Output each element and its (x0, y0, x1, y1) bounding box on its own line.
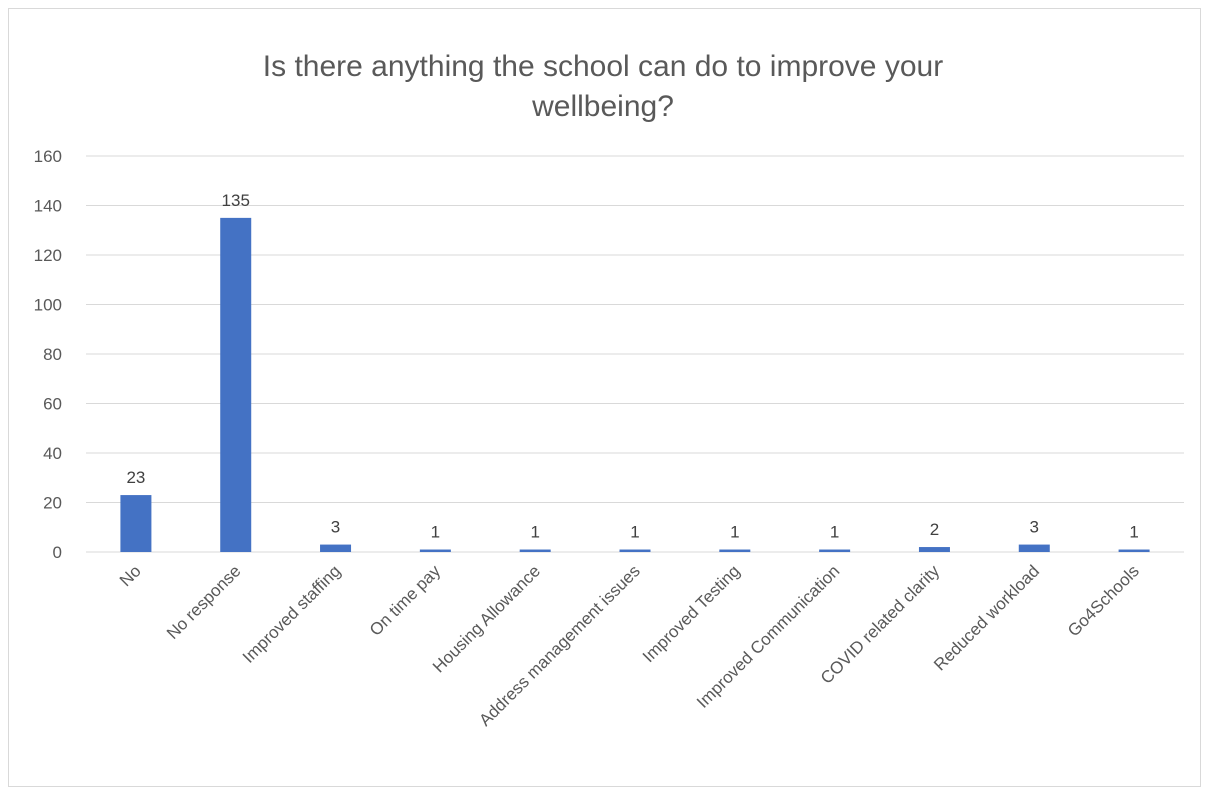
bar (719, 549, 751, 552)
bar (819, 549, 851, 552)
data-label: 1 (830, 523, 839, 542)
y-tick-label: 160 (34, 147, 62, 166)
bar (918, 547, 950, 552)
bar (320, 544, 352, 552)
bar (1018, 544, 1050, 552)
gridlines (86, 155, 1184, 553)
x-tick-label: Go4Schools (1064, 561, 1143, 640)
bar (1118, 549, 1150, 552)
data-label: 3 (331, 518, 340, 537)
x-tick-label: No (116, 561, 145, 590)
y-tick-label: 100 (34, 296, 62, 315)
data-label: 1 (530, 523, 539, 542)
data-label: 3 (1030, 518, 1039, 537)
data-label: 1 (431, 523, 440, 542)
chart-frame: Is there anything the school can do to i… (8, 8, 1201, 787)
y-tick-label: 0 (53, 543, 62, 562)
x-tick-label: On time pay (366, 561, 445, 640)
x-tick-label: Improved staffing (239, 561, 344, 666)
x-tick-label: No response (163, 561, 245, 643)
bar (120, 495, 152, 552)
data-label: 135 (222, 191, 250, 210)
x-tick-label: Reduced workload (930, 561, 1043, 674)
y-tick-label: 60 (43, 395, 62, 414)
chart-title-line-2: wellbeing? (531, 90, 674, 123)
y-tick-label: 20 (43, 494, 62, 513)
chart-title-line-1: Is there anything the school can do to i… (263, 50, 943, 83)
bar (619, 549, 651, 552)
y-axis: 0 20 40 60 80 100 120 140 160 (34, 147, 62, 562)
data-label: 2 (930, 520, 939, 539)
x-tick-label: Housing Allowance (429, 561, 544, 676)
y-tick-label: 40 (43, 444, 62, 463)
data-label: 23 (126, 468, 145, 487)
bar (519, 549, 551, 552)
y-tick-label: 140 (34, 197, 62, 216)
data-label: 1 (630, 523, 639, 542)
bar (220, 217, 252, 552)
x-tick-label: Improved Testing (639, 561, 744, 666)
chart-title: Is there anything the school can do to i… (263, 50, 943, 123)
data-label: 1 (730, 523, 739, 542)
y-tick-label: 80 (43, 345, 62, 364)
bar-chart: Is there anything the school can do to i… (34, 50, 1184, 730)
data-label: 1 (1129, 523, 1138, 542)
y-tick-label: 120 (34, 246, 62, 265)
x-tick-label: Address management issues (475, 561, 643, 729)
bars (120, 217, 1150, 552)
bar (419, 549, 451, 552)
